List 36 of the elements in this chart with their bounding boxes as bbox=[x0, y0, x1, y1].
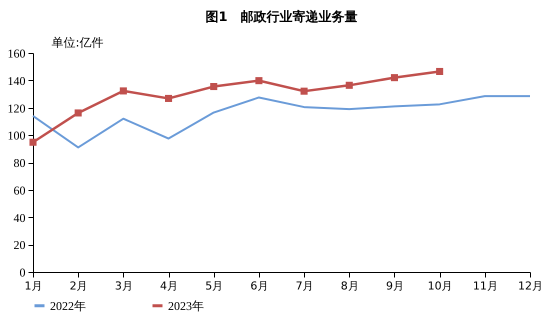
x-tick-label: 12月 bbox=[518, 280, 542, 292]
x-tick-label: 6月 bbox=[250, 280, 268, 292]
y-tick-label: 40 bbox=[14, 210, 26, 225]
point bbox=[255, 77, 262, 84]
line-series bbox=[32, 95, 531, 148]
legend-label: 2022年 bbox=[50, 298, 86, 313]
point bbox=[120, 87, 127, 94]
point bbox=[436, 68, 444, 76]
point bbox=[390, 74, 398, 82]
point bbox=[29, 138, 37, 146]
x-tick-label: 3月 bbox=[114, 280, 133, 292]
point bbox=[74, 109, 82, 116]
y-tick-label: 60 bbox=[14, 183, 26, 198]
y-tick-label: 20 bbox=[14, 238, 26, 252]
x-tick-label: 8月 bbox=[340, 280, 359, 292]
x-tick-label: 5月 bbox=[205, 280, 224, 292]
point bbox=[210, 83, 218, 90]
x-tick-label: 1月 bbox=[24, 280, 42, 292]
y-tick-label: 0 bbox=[20, 266, 26, 280]
x-tick-label: 7月 bbox=[296, 280, 314, 292]
chart-title: 图1 邮政行业寄递业务量 bbox=[205, 9, 358, 25]
x-tick-label: 10月 bbox=[428, 280, 453, 292]
x-tick-label: 9月 bbox=[386, 280, 404, 292]
point bbox=[300, 88, 308, 95]
y-tick-label: 80 bbox=[14, 156, 26, 170]
y-tick-label: 100 bbox=[8, 128, 26, 143]
y-axis-title: 单位:亿件 bbox=[52, 36, 104, 50]
legend-label: 2023年 bbox=[168, 298, 204, 313]
y-tick-label: 120 bbox=[8, 101, 26, 116]
x-tick-label: 11月 bbox=[472, 280, 498, 292]
x-tick-label: 4月 bbox=[160, 280, 178, 292]
y-tick-label: 160 bbox=[8, 46, 26, 60]
y-tick-label: 140 bbox=[8, 74, 26, 88]
point bbox=[346, 82, 353, 89]
x-tick-label: 2月 bbox=[70, 280, 88, 292]
point bbox=[165, 94, 172, 102]
